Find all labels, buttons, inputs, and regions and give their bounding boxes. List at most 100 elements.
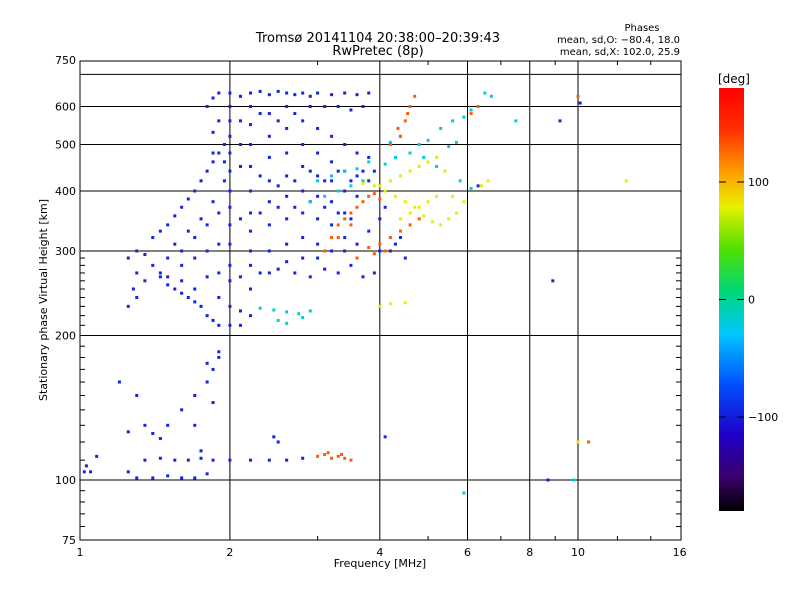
data-point xyxy=(361,275,365,279)
data-point xyxy=(186,458,190,462)
data-point xyxy=(408,211,412,215)
data-point xyxy=(398,174,402,178)
data-point xyxy=(349,263,353,267)
data-point xyxy=(199,179,203,183)
data-point xyxy=(293,112,297,116)
data-point xyxy=(258,306,262,310)
data-point xyxy=(186,295,190,299)
data-point xyxy=(151,263,155,267)
data-point xyxy=(217,91,221,95)
data-point xyxy=(323,104,327,108)
data-point xyxy=(249,249,253,253)
data-point xyxy=(276,267,280,271)
data-point xyxy=(462,491,466,495)
data-point xyxy=(336,169,340,173)
data-point xyxy=(301,142,305,146)
data-point xyxy=(293,271,297,275)
data-point xyxy=(285,458,289,462)
data-point xyxy=(205,275,209,279)
data-point xyxy=(131,287,135,291)
data-point xyxy=(276,440,280,444)
data-point xyxy=(422,155,426,159)
data-point xyxy=(398,229,402,233)
data-point xyxy=(267,155,271,159)
data-point xyxy=(406,112,410,116)
data-point xyxy=(587,440,591,444)
data-point xyxy=(166,275,170,279)
data-point xyxy=(316,174,320,178)
y-tick-label: 500 xyxy=(55,138,76,151)
data-point xyxy=(486,179,490,183)
data-point xyxy=(413,94,417,98)
data-point xyxy=(276,184,280,188)
data-point xyxy=(361,169,365,173)
data-point xyxy=(408,169,412,173)
data-point xyxy=(343,91,347,95)
y-tick-label: 750 xyxy=(55,54,76,67)
data-point xyxy=(330,236,334,240)
data-point xyxy=(143,279,147,283)
data-point xyxy=(349,179,353,183)
data-point xyxy=(211,458,215,462)
chart-title: Tromsø 20141104 20:38:00–20:39:43 xyxy=(255,31,500,46)
chart-subtitle: RwPretec (8p) xyxy=(332,44,423,59)
data-point xyxy=(217,350,221,354)
data-point xyxy=(576,440,580,444)
data-point xyxy=(396,126,400,130)
y-tick-label: 600 xyxy=(55,100,76,113)
data-point xyxy=(228,189,232,193)
data-point xyxy=(228,205,232,209)
data-point xyxy=(361,181,365,185)
data-point xyxy=(458,179,462,183)
data-point xyxy=(249,314,253,318)
data-point xyxy=(151,476,155,480)
data-point xyxy=(435,155,439,159)
data-point xyxy=(430,220,434,224)
data-point xyxy=(180,205,184,209)
data-point xyxy=(186,197,190,201)
data-point xyxy=(367,179,371,183)
data-point xyxy=(426,138,430,142)
data-point xyxy=(158,275,162,279)
data-point xyxy=(293,179,297,183)
data-point xyxy=(483,91,487,95)
data-point xyxy=(228,104,232,108)
data-point xyxy=(285,217,289,221)
data-point xyxy=(267,134,271,138)
data-point xyxy=(398,217,402,221)
data-point xyxy=(378,304,382,308)
data-point xyxy=(276,205,280,209)
data-point xyxy=(355,205,359,209)
data-point xyxy=(388,249,392,253)
data-point xyxy=(238,323,242,327)
data-point xyxy=(316,256,320,260)
data-point xyxy=(249,91,253,95)
data-point xyxy=(193,287,197,291)
data-point xyxy=(336,236,340,240)
data-point xyxy=(180,249,184,253)
data-point xyxy=(228,304,232,308)
data-point xyxy=(205,249,209,253)
data-point xyxy=(551,279,555,283)
data-point xyxy=(355,151,359,155)
data-point xyxy=(249,104,253,108)
data-point xyxy=(135,271,139,275)
data-point xyxy=(211,367,215,371)
data-point xyxy=(349,108,353,112)
data-point xyxy=(435,194,439,198)
data-point xyxy=(228,169,232,173)
data-point xyxy=(217,271,221,275)
data-point xyxy=(439,126,443,130)
data-point xyxy=(222,160,226,164)
data-point xyxy=(249,263,253,267)
data-point xyxy=(126,256,130,260)
data-point xyxy=(222,142,226,146)
data-point xyxy=(330,456,334,460)
data-point xyxy=(308,169,312,173)
data-point xyxy=(238,217,242,221)
data-point xyxy=(330,134,334,138)
data-point xyxy=(451,119,455,123)
data-point xyxy=(238,309,242,313)
data-point xyxy=(249,164,253,168)
data-point xyxy=(403,301,407,305)
